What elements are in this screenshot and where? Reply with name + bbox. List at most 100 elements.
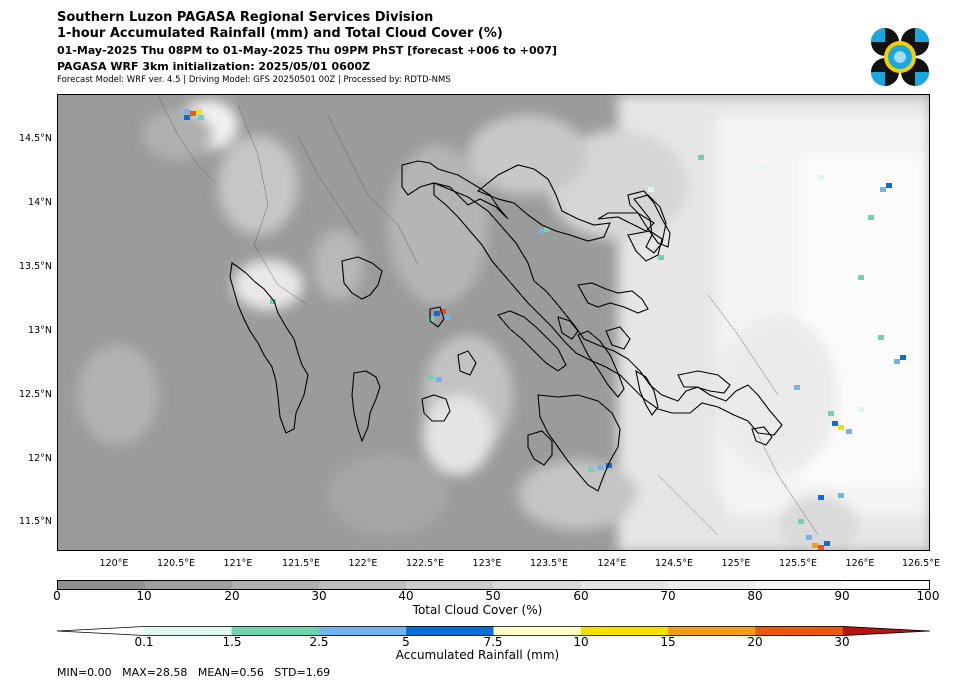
lat-label: 12.5°N	[18, 389, 52, 400]
rain-cell	[698, 155, 704, 160]
lon-label: 125°E	[721, 558, 751, 569]
cloud-tick: 100	[916, 589, 940, 603]
init-line: PAGASA WRF 3km initialization: 2025/05/0…	[57, 60, 371, 73]
rain-cell	[588, 467, 594, 472]
rain-color-segment	[57, 626, 145, 636]
rain-cell	[894, 359, 900, 364]
rain-cell	[198, 115, 204, 120]
rain-tick: 20	[747, 635, 763, 649]
cloud-cover-colorbar	[57, 580, 930, 590]
rain-tick: 1.5	[222, 635, 242, 649]
lon-label: 123.5°E	[530, 558, 568, 569]
lon-label: 124°E	[597, 558, 627, 569]
rain-cell	[812, 543, 818, 548]
province-boundaries	[157, 95, 819, 536]
lon-label: 120.5°E	[157, 558, 195, 569]
cloud-color-segment	[232, 581, 320, 589]
lon-label: 122.5°E	[406, 558, 444, 569]
rain-color-segment	[318, 626, 407, 636]
model-line: Forecast Model: WRF ver. 4.5 | Driving M…	[57, 75, 451, 85]
lon-label: 121°E	[223, 558, 253, 569]
rain-tick: 30	[834, 635, 850, 649]
rain-cell	[798, 519, 804, 524]
cloud-tick: 80	[747, 589, 763, 603]
rain-color-segment	[842, 626, 930, 636]
rain-cell	[838, 493, 844, 498]
cloud-color-segment	[754, 581, 842, 589]
cloud-cover-label: Total Cloud Cover (%)	[412, 603, 543, 617]
rain-cell	[538, 229, 544, 234]
rain-cell	[196, 109, 202, 114]
rain-color-segment	[144, 626, 233, 636]
rain-colorbar-outline	[57, 626, 930, 636]
rain-cell	[434, 311, 440, 316]
rain-cell	[818, 495, 824, 500]
cloud-tick: 70	[660, 589, 676, 603]
pagasa-logo	[869, 26, 931, 88]
lon-label: 120°E	[99, 558, 129, 569]
rain-cell	[846, 429, 852, 434]
rain-cell	[858, 407, 864, 412]
valid-time: 01-May-2025 Thu 08PM to 01-May-2025 Thu …	[57, 44, 557, 57]
cloud-color-segment	[145, 581, 233, 589]
rain-cell	[270, 299, 276, 304]
cloud-color-segment	[406, 581, 494, 589]
lat-label: 14°N	[28, 197, 52, 208]
rain-color-segment	[668, 626, 756, 636]
rain-cell	[818, 545, 824, 550]
cloud-color-segment	[841, 581, 929, 589]
rain-tick: 7.5	[483, 635, 503, 649]
rain-cell	[900, 355, 906, 360]
rain-cell	[190, 111, 196, 116]
lat-label: 14.5°N	[18, 133, 52, 144]
rain-cell	[606, 463, 612, 468]
cloud-tick: 90	[834, 589, 850, 603]
forecast-map	[57, 94, 930, 551]
rain-color-segment	[493, 626, 582, 636]
lat-label: 13.5°N	[18, 261, 52, 272]
rain-tick: 10	[573, 635, 589, 649]
rain-tick: 5	[402, 635, 410, 649]
cloud-tick: 20	[224, 589, 240, 603]
title-line-2: 1-hour Accumulated Rainfall (mm) and Tot…	[57, 26, 503, 41]
rain-cell	[886, 183, 892, 188]
rain-color-segment	[755, 626, 844, 636]
coastlines	[229, 160, 783, 492]
rain-tick: 2.5	[309, 635, 329, 649]
rain-cell	[444, 315, 450, 320]
rain-tick: 0.1	[134, 635, 154, 649]
rain-color-segment	[231, 626, 320, 636]
cloud-color-segment	[58, 581, 146, 589]
rain-cell	[824, 541, 830, 546]
cloud-tick: 50	[485, 589, 501, 603]
rain-cell	[858, 275, 864, 280]
rain-cell	[880, 187, 886, 192]
rain-cell	[184, 115, 190, 120]
rain-cell	[758, 165, 764, 170]
lon-label: 121.5°E	[282, 558, 320, 569]
rainfall-label: Accumulated Rainfall (mm)	[395, 648, 560, 662]
lon-label: 126°E	[845, 558, 875, 569]
rain-cell	[878, 335, 884, 340]
rain-cell	[868, 215, 874, 220]
cloud-color-segment	[493, 581, 581, 589]
rain-cell	[436, 377, 442, 382]
lon-label: 125.5°E	[779, 558, 817, 569]
lon-label: 123°E	[472, 558, 502, 569]
cloud-color-segment	[319, 581, 407, 589]
rain-cell	[184, 109, 190, 114]
rain-tick: 15	[660, 635, 676, 649]
cloud-color-segment	[667, 581, 755, 589]
lat-label: 11.5°N	[18, 516, 52, 527]
rain-cell	[658, 255, 664, 260]
rain-color-segment	[580, 626, 669, 636]
cloud-color-segment	[580, 581, 668, 589]
lon-label: 124.5°E	[655, 558, 693, 569]
rain-cell	[598, 465, 604, 470]
rain-cell	[832, 421, 838, 426]
lon-label: 126.5°E	[902, 558, 940, 569]
rain-cell	[838, 425, 844, 430]
cloud-tick: 40	[398, 589, 414, 603]
rain-cell	[794, 385, 800, 390]
cloud-tick: 10	[136, 589, 152, 603]
